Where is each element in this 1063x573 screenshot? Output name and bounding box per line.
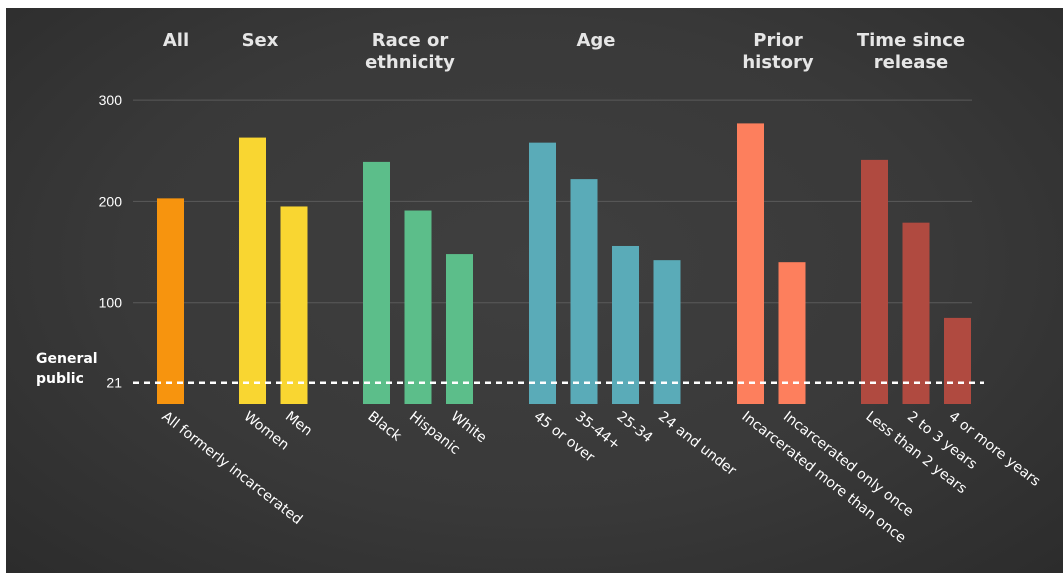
- group-header-line: Sex: [242, 30, 279, 51]
- bar-3-1: [570, 179, 598, 404]
- group-header-1: Sex: [242, 30, 279, 51]
- bar-4-1: [778, 262, 806, 404]
- group-header-line: Prior: [753, 30, 803, 51]
- group-header-line: ethnicity: [365, 52, 455, 73]
- reference-name-label: General public: [36, 351, 98, 387]
- bar-4-0: [737, 123, 764, 405]
- group-header-line: release: [874, 52, 949, 73]
- reference-name-line: General: [36, 351, 98, 367]
- category-label-2-0: Black: [365, 409, 405, 445]
- reference-value-label: 21: [106, 375, 122, 391]
- group-header-4: Prior history: [742, 30, 814, 73]
- bar-5-0: [861, 159, 888, 404]
- category-label-1-0: Women: [241, 409, 292, 454]
- bar-3-0: [529, 142, 556, 404]
- bar-5-2: [944, 317, 971, 404]
- group-header-line: Age: [576, 30, 615, 51]
- bar-5-1: [902, 222, 930, 404]
- y-tick-label-200: 200: [99, 193, 123, 209]
- bar-3-3: [653, 260, 681, 404]
- chart-panel: 100 200 300 All All formerly incarcerated Sex…: [6, 8, 1063, 573]
- category-label-3-3: 24 and under: [655, 409, 739, 480]
- category-label-0-0: All formerly incarcerated: [159, 409, 306, 528]
- bar-0-0: [157, 198, 184, 404]
- bar-1-1: [280, 206, 308, 404]
- group-header-2: Race or ethnicity: [365, 30, 455, 73]
- group-header-line: history: [742, 52, 814, 73]
- bar-1-0: [239, 137, 266, 404]
- y-tick-label-300: 300: [99, 92, 123, 108]
- group-header-line: Race or: [372, 30, 449, 51]
- group-header-0: All: [163, 30, 189, 51]
- bar-2-1: [404, 210, 432, 404]
- category-label-1-1: Men: [282, 409, 315, 440]
- group-header-line: All: [163, 30, 189, 51]
- y-tick-label-100: 100: [99, 295, 123, 311]
- bar-2-2: [446, 254, 473, 404]
- group-header-3: Age: [576, 30, 615, 51]
- group-header-5: Time since release: [857, 30, 965, 73]
- bar-chart: 100 200 300 All All formerly incarcerated Sex…: [36, 30, 1043, 546]
- group-header-line: Time since: [857, 30, 965, 51]
- bar-3-2: [612, 245, 639, 404]
- bar-2-0: [363, 161, 390, 404]
- reference-name-line: public: [36, 371, 84, 387]
